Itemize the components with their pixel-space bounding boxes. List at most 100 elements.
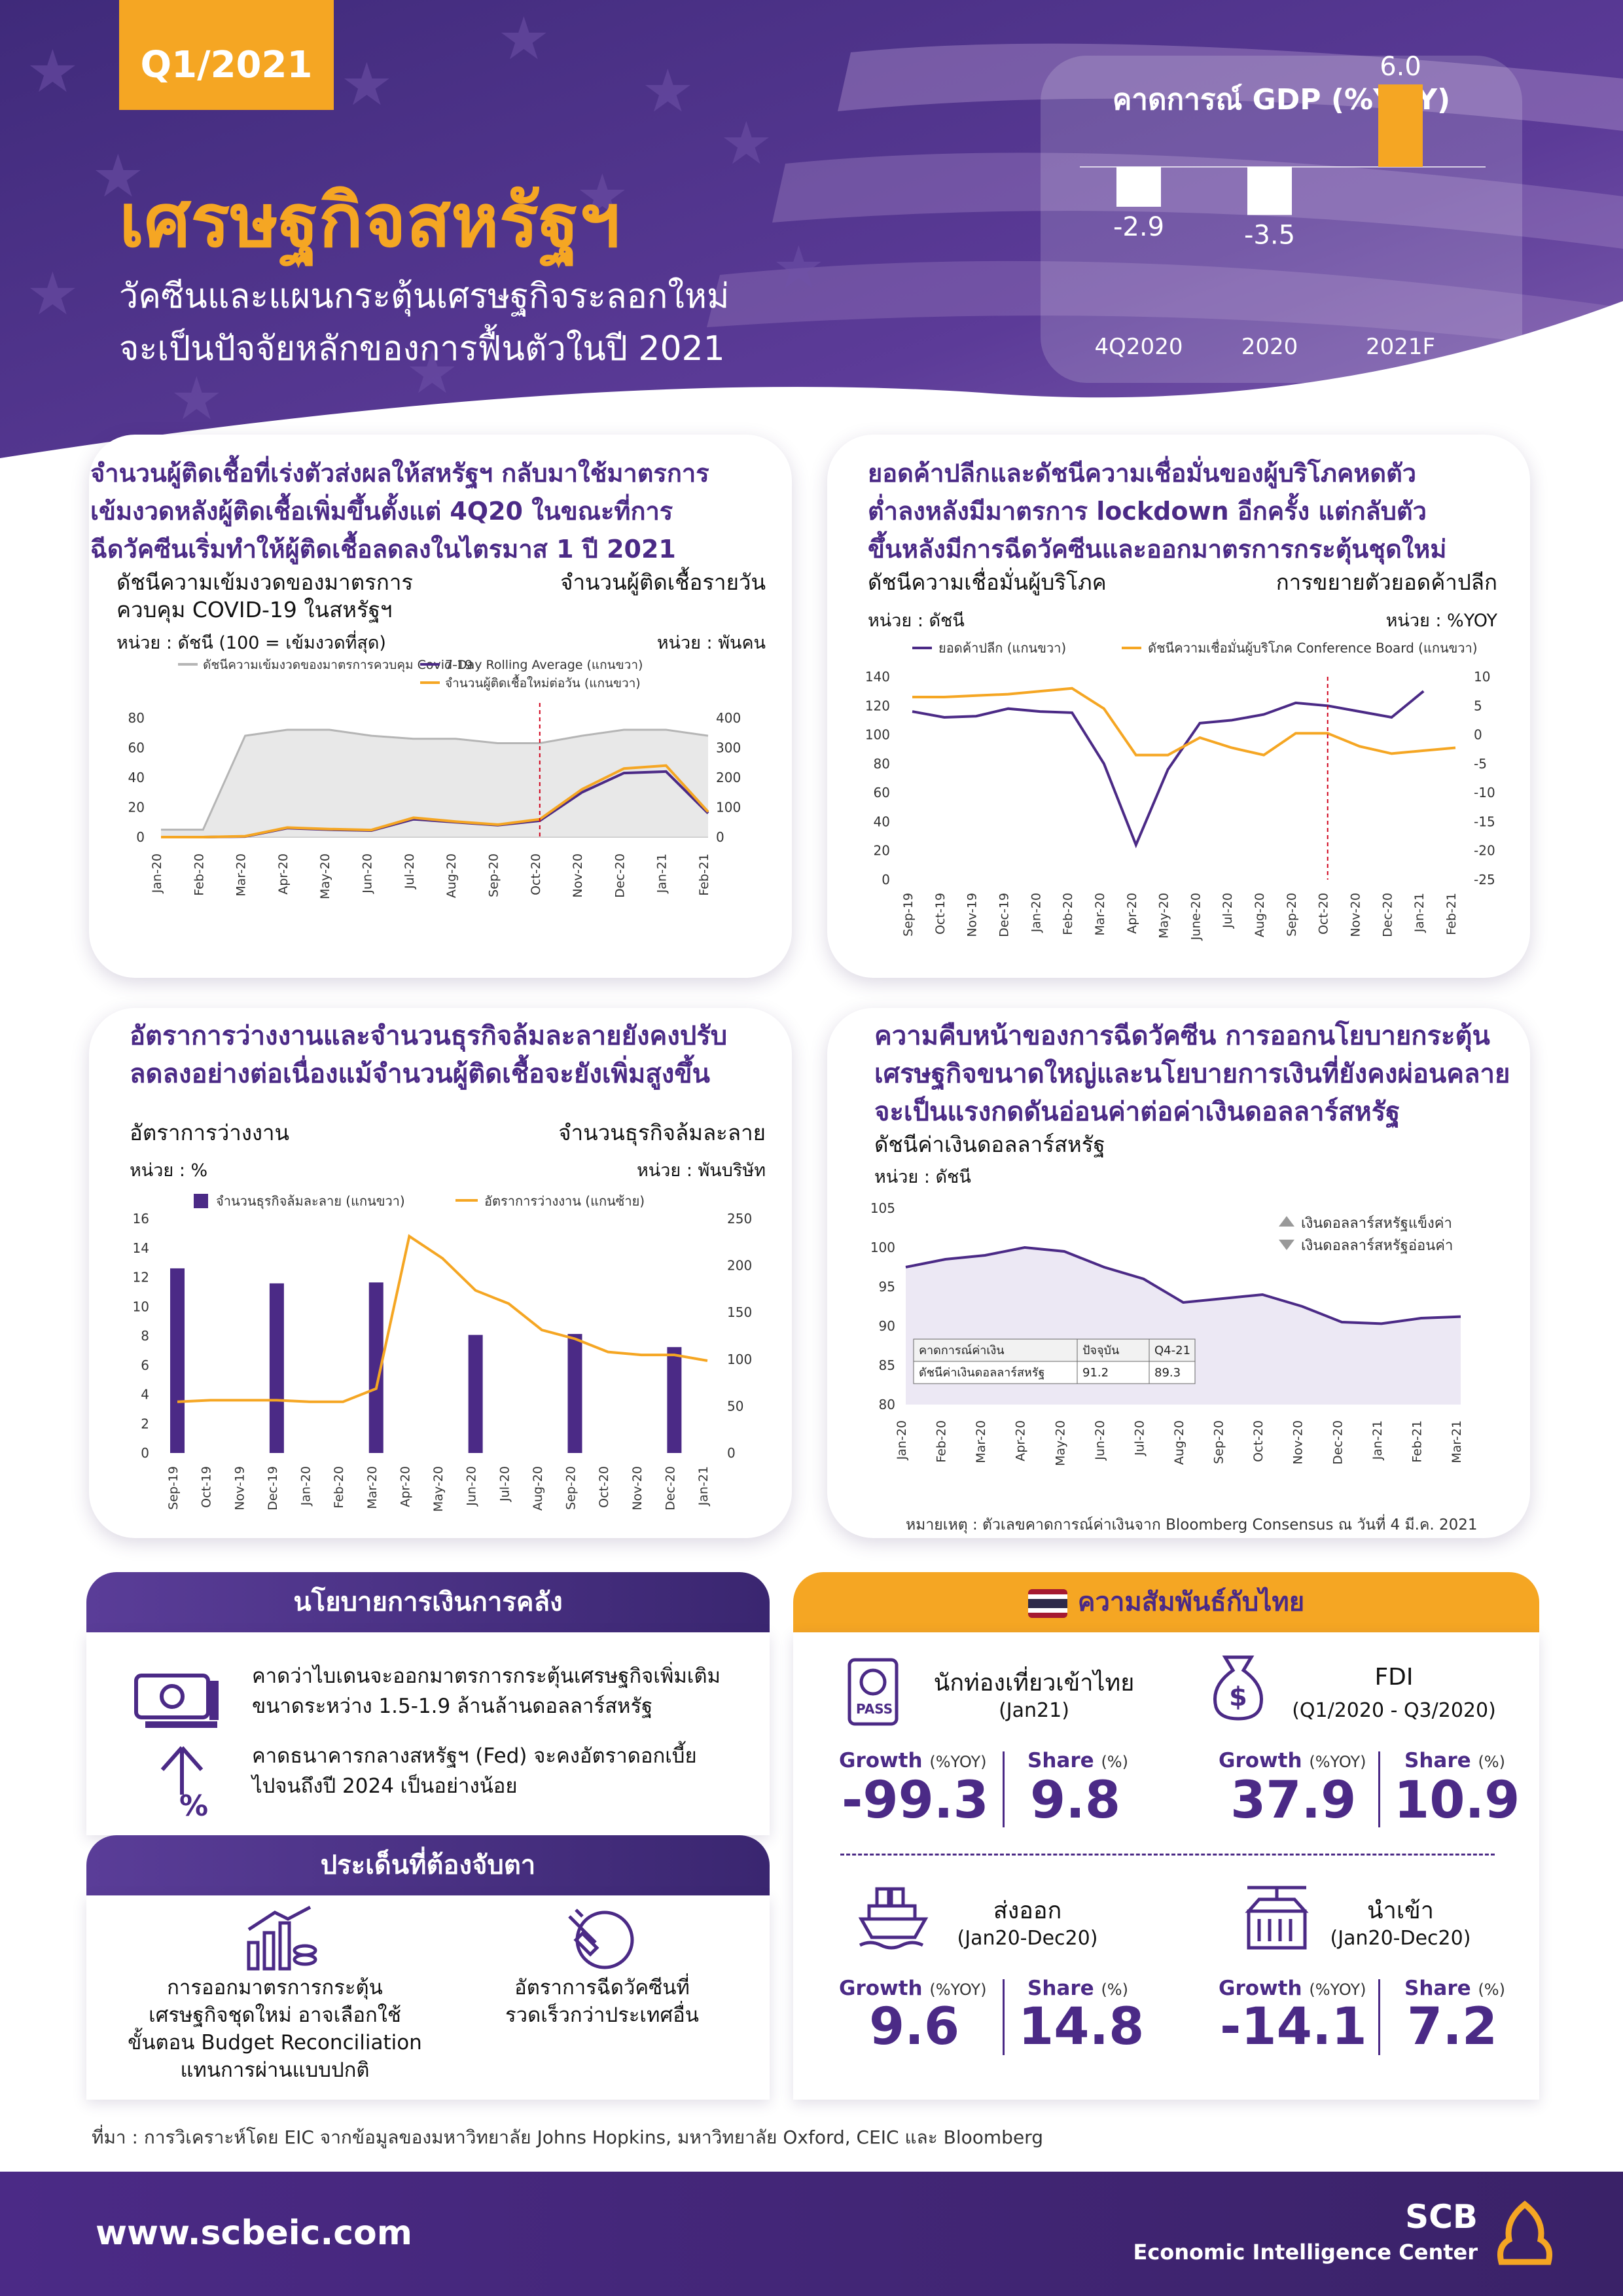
unemp-x-tick: Jan-21 (696, 1466, 711, 1506)
forecast-row-text: 89.3 (1154, 1366, 1181, 1380)
retail-right-tick: -25 (1474, 872, 1495, 888)
retail-right-tick: -15 (1474, 814, 1495, 829)
covid-x-tick: Mar-20 (234, 853, 249, 897)
fdi-title: FDI (1374, 1664, 1414, 1691)
unemp-left-tick: 12 (133, 1270, 149, 1285)
unemp-x-tick: Jan-20 (299, 1466, 313, 1506)
forecast-header-text: Q4-21 (1154, 1344, 1190, 1357)
dollar-x-tick: Oct-20 (1251, 1420, 1266, 1462)
watch-item-budget: การออกมาตรการกระตุ้น เศรษฐกิจชุดใหม่ อาจ… (128, 1976, 422, 2082)
svg-text:★: ★ (720, 109, 773, 178)
imports-period: (Jan20-Dec20) (1330, 1927, 1471, 1950)
unemp-left-tick: 4 (141, 1387, 149, 1403)
unemp-x-tick: Nov-19 (232, 1466, 247, 1511)
dollar-x-tick: Sep-20 (1212, 1420, 1226, 1464)
dollar-tick: 95 (879, 1279, 895, 1295)
unemp-legend-swatch-bar (194, 1194, 208, 1208)
dollar-down-arrow-icon (1279, 1240, 1294, 1250)
retail-right-unit: หน่วย : %YOY (1385, 611, 1497, 631)
source-note: ที่มา : การวิเคราะห์โดย EIC จากข้อมูลของ… (92, 2126, 1043, 2148)
retail-left-unit: หน่วย : ดัชนี (868, 611, 965, 631)
retail-x-tick: Dec-20 (1380, 893, 1395, 937)
fdi-share-label: Share (%) (1404, 1749, 1505, 1772)
bankruptcy-bar (368, 1282, 383, 1453)
dollar-x-tick: Jul-20 (1132, 1420, 1147, 1456)
retail-x-tick: Mar-20 (1093, 893, 1107, 936)
covid-x-tick: Nov-20 (571, 853, 585, 898)
covid-left-tick: 80 (128, 710, 145, 726)
covid-left-unit: หน่วย : ดัชนี (100 = เข้มงวดที่สุด) (116, 633, 386, 653)
ship-icon (858, 1887, 929, 1950)
stimulus-chart-icon (247, 1905, 317, 1971)
retail-x-tick: Aug-20 (1253, 893, 1267, 937)
retail-legend-label: ยอดค้าปลีก (แกนขวา) (938, 640, 1066, 656)
retail-right-label: การขยายตัวยอดค้าปลีก (1275, 569, 1497, 595)
forecast-header-text: คาดการณ์ค่าเงิน (919, 1344, 1005, 1357)
dollar-tick: 90 (879, 1318, 895, 1334)
unemp-right-tick: 0 (727, 1445, 736, 1461)
unemp-left-label: อัตราการว่างงาน (130, 1120, 290, 1145)
retail-left-tick: 20 (874, 843, 890, 859)
covid-right-unit: หน่วย : พันคน (656, 633, 766, 653)
watch-header: ประเด็นที่ต้องจับตา (86, 1835, 770, 1895)
forecast-row-cell (913, 1361, 1078, 1384)
fdi-period: (Q1/2020 - Q3/2020) (1292, 1699, 1496, 1722)
exports-share-label: Share (%) (1027, 1977, 1128, 2000)
retail-x-tick: June-20 (1188, 893, 1203, 941)
tourists-growth-label: Growth (%YOY) (839, 1749, 987, 1772)
tourists-title: นักท่องเที่ยวเข้าไทย (933, 1670, 1135, 1696)
retail-x-tick: May-20 (1157, 893, 1171, 939)
retail-x-tick: Oct-19 (933, 893, 948, 935)
svg-text:★: ★ (497, 5, 550, 73)
exports-title: ส่งออก (993, 1897, 1062, 1924)
svg-text:%: % (179, 1789, 208, 1821)
panel-covid: จำนวนผู้ติดเชื้อที่เร่งตัวส่งผลให้สหรัฐฯ… (89, 435, 792, 978)
gdp-category-label: 2021F (1366, 334, 1435, 360)
unemp-x-tick: Dec-19 (266, 1466, 280, 1511)
gdp-value-label: -2.9 (1113, 212, 1164, 242)
dollar-x-tick: May-20 (1053, 1420, 1067, 1466)
forecast-row-text: ดัชนีค่าเงินดอลลาร์สหรัฐ (919, 1366, 1044, 1380)
dollar-x-tick: Jun-20 (1093, 1420, 1107, 1461)
svg-text:★: ★ (92, 142, 145, 211)
unemployment-rate-line (177, 1234, 708, 1403)
retail-right-tick: -20 (1474, 843, 1495, 859)
unemp-legend-label: จำนวนธุรกิจล้มละลาย (แกนขวา) (216, 1193, 405, 1210)
unemp-left-tick: 10 (133, 1299, 149, 1314)
footer-brand: SCB (1405, 2198, 1478, 2236)
svg-text:★: ★ (170, 365, 223, 433)
retail-x-tick: Jan-21 (1412, 893, 1427, 933)
thai-flag-icon (1027, 1589, 1067, 1618)
fiscal-item-fed: คาดธนาคารกลางสหรัฐฯ (Fed) จะคงอัตราดอกเบ… (252, 1744, 697, 1798)
covid-left-tick: 20 (128, 799, 145, 815)
retail-x-tick: Apr-20 (1125, 893, 1139, 934)
forecast-row-text: 91.2 (1082, 1366, 1109, 1380)
unemp-x-tick: Mar-20 (365, 1466, 380, 1509)
dollar-tick: 85 (879, 1357, 895, 1373)
unemp-x-tick: Dec-20 (663, 1466, 677, 1511)
covid-x-tick: Jun-20 (361, 853, 375, 894)
dollar-x-tick: Jan-21 (1370, 1420, 1385, 1460)
footer-website[interactable]: www.scbeic.com (96, 2214, 412, 2253)
quarter-badge: Q1/2021 (119, 0, 334, 110)
covid-x-tick: Jul-20 (402, 853, 417, 889)
bankruptcy-bar (468, 1335, 483, 1453)
fdi-share: 10.9 (1394, 1771, 1520, 1830)
unemp-x-tick: Feb-20 (332, 1466, 346, 1509)
forecast-header-text: ปัจจุบัน (1082, 1344, 1119, 1357)
gdp-category-label: 4Q2020 (1095, 334, 1183, 360)
watch-item-vaccine: อัตราการฉีดวัคซีนที่ รวดเร็วกว่าประเทศอื… (505, 1976, 699, 2027)
covid-series-line-0 (161, 728, 709, 831)
gdp-bar-1 (1247, 167, 1292, 215)
unemp-left-tick: 0 (141, 1445, 149, 1461)
thai-header: ความสัมพันธ์กับไทย (793, 1572, 1539, 1632)
panel-unemployment-title: อัตราการว่างงานและจำนวนธุรกิจล้มละลายยัง… (130, 1021, 728, 1089)
unemp-right-tick: 200 (727, 1258, 752, 1274)
watch-box (86, 1895, 770, 2100)
covid-x-tick: Jan-21 (655, 853, 669, 893)
unemp-left-tick: 16 (133, 1211, 149, 1227)
panel-unemployment: อัตราการว่างงานและจำนวนธุรกิจล้มละลายยัง… (89, 1008, 792, 1538)
unemp-x-tick: Nov-20 (630, 1466, 645, 1511)
retail-right-tick: 10 (1474, 669, 1490, 685)
dollar-legend-up: เงินดอลลาร์สหรัฐแข็งค่า (1301, 1213, 1452, 1232)
